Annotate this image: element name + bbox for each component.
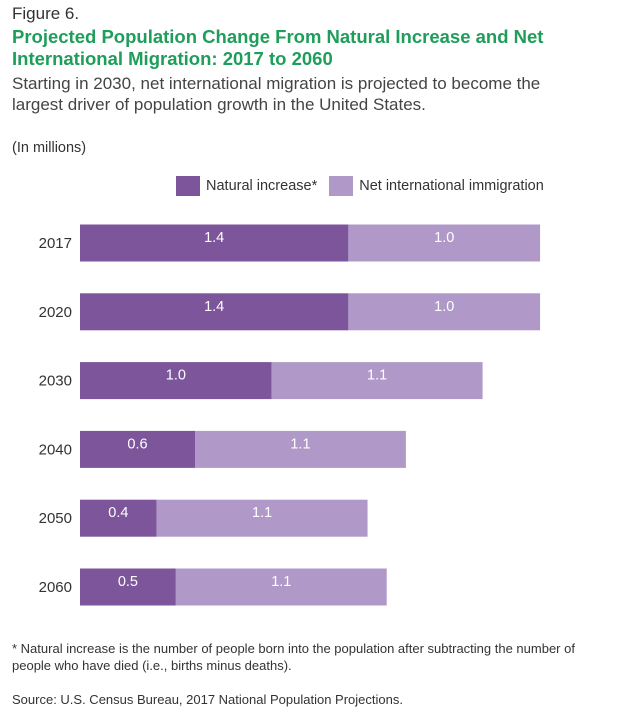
source-note: Source: U.S. Census Bureau, 2017 Nationa… (12, 692, 403, 707)
bar-natural-2060 (80, 568, 176, 606)
category-label-2050: 2050 (39, 510, 72, 527)
bar-migration-2040 (195, 430, 406, 468)
bar-natural-2040 (80, 430, 196, 468)
data-label-natural-2040: 0.6 (127, 436, 147, 452)
data-label-natural-2017: 1.4 (204, 230, 224, 246)
figure-label: Figure 6. (12, 4, 80, 23)
category-label-2030: 2030 (39, 373, 72, 390)
data-label-migration-2050: 1.1 (252, 505, 272, 521)
data-label-natural-2030: 1.0 (166, 368, 186, 384)
footnote: * Natural increase is the number of peop… (12, 641, 575, 673)
category-label-2017: 2017 (39, 235, 72, 252)
bar-chart: 2017 1.4 1.0 2020 1.4 1.0 2030 1.0 1.1 2040 0.6 1.1… (39, 224, 541, 606)
bar-natural-2020 (80, 293, 349, 331)
bar-migration-2050 (156, 499, 368, 537)
legend-swatch-migration (329, 176, 354, 196)
data-label-natural-2060: 0.5 (118, 574, 138, 590)
bar-migration-2060 (175, 568, 387, 606)
bar-natural-2050 (80, 499, 157, 537)
data-label-migration-2030: 1.1 (367, 368, 387, 384)
legend-item-natural: Natural increase* (176, 176, 317, 196)
data-label-migration-2060: 1.1 (271, 574, 291, 590)
bar-migration-2030 (271, 362, 483, 400)
bar-migration-2017 (348, 224, 541, 262)
bar-natural-2017 (80, 224, 349, 262)
category-label-2060: 2060 (39, 579, 72, 596)
data-label-migration-2020: 1.0 (434, 299, 454, 315)
data-label-migration-2040: 1.1 (290, 436, 310, 452)
data-label-migration-2017: 1.0 (434, 230, 454, 246)
data-label-natural-2050: 0.4 (108, 505, 128, 521)
bar-migration-2020 (348, 293, 541, 331)
legend-swatch-natural (176, 176, 200, 196)
category-label-2040: 2040 (39, 441, 72, 458)
bar-natural-2030 (80, 362, 272, 400)
chart-title: Projected Population Change From Natural… (12, 26, 544, 69)
chart-subtitle: Starting in 2030, net international migr… (12, 74, 541, 114)
data-label-natural-2020: 1.4 (204, 299, 224, 315)
legend-label-natural: Natural increase* (206, 178, 318, 194)
legend-item-migration: Net international immigration (329, 176, 544, 196)
legend-label-migration: Net international immigration (359, 178, 544, 194)
legend: Natural increase* Net international immi… (176, 176, 544, 196)
category-label-2020: 2020 (39, 304, 72, 321)
units-label: (In millions) (12, 140, 87, 156)
